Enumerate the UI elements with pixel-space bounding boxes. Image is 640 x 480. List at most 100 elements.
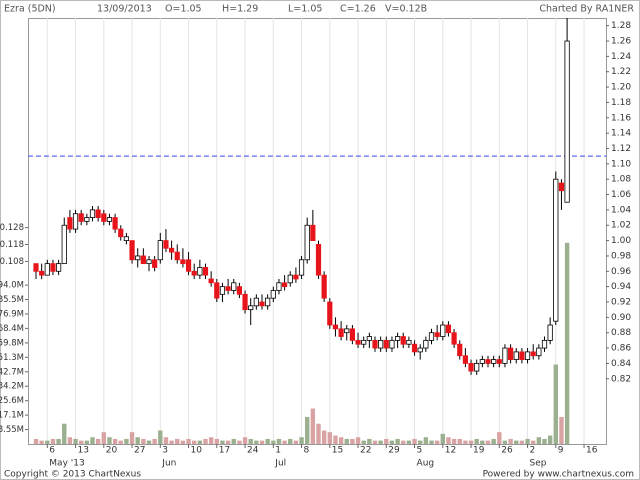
volume-bar: [384, 438, 389, 444]
volume-bar: [434, 440, 440, 444]
candle-body: [298, 259, 305, 276]
volume-bar: [536, 437, 542, 444]
candle-body: [89, 209, 96, 218]
candle-body: [219, 286, 226, 295]
candle-body: [185, 259, 192, 272]
month-label: Aug: [417, 459, 435, 469]
x-tick-label: 17: [219, 446, 230, 456]
x-tick-label: 13: [78, 446, 89, 456]
y-tick-label: 1.14: [611, 129, 631, 139]
x-tick-label: 8: [304, 446, 310, 456]
volume-bar: [214, 438, 219, 444]
volume-bar: [491, 438, 496, 444]
candle-body: [361, 339, 367, 345]
candle-body: [39, 270, 45, 276]
volume-bar: [271, 440, 276, 444]
volume-bar: [276, 438, 282, 444]
candle-body: [259, 301, 265, 307]
candle-body: [118, 228, 124, 238]
volume-bar: [141, 438, 146, 444]
y2-tick-label: 76.9M: [0, 310, 24, 320]
volume-bar: [327, 432, 332, 444]
candle-body: [547, 324, 553, 341]
volume-bar: [152, 438, 157, 444]
volume-bar: [186, 438, 191, 444]
x-tick-label: 6: [49, 446, 55, 456]
volume-bar: [542, 438, 547, 444]
copyright: Copyright © 2013 ChartNexus: [4, 470, 141, 480]
candle-body: [389, 339, 395, 349]
candle-body: [140, 255, 146, 265]
plot-area: [28, 18, 607, 445]
candle-body: [383, 339, 389, 349]
candle-body: [197, 267, 203, 276]
y2-tick-label: 0.118: [0, 240, 24, 250]
month-label: Jun: [161, 459, 176, 469]
x-tick-label: 20: [106, 446, 118, 456]
volume-bar: [547, 435, 553, 444]
volume-bar: [163, 437, 169, 444]
candle-body: [479, 359, 485, 364]
candle-body: [332, 324, 339, 330]
y2-tick-label: 0.128: [0, 223, 24, 233]
candle-body: [174, 251, 180, 261]
candle-body: [502, 347, 508, 364]
volume-bar: [288, 438, 293, 444]
y-tick-label: 0.98: [611, 251, 631, 261]
candle-body: [214, 282, 220, 299]
volume-bar: [231, 438, 236, 444]
volume-bar: [180, 440, 186, 444]
y-tick-label: 0.96: [611, 267, 631, 277]
volume-bar: [463, 440, 468, 444]
candle-body: [253, 297, 259, 307]
volume-bar: [197, 440, 203, 444]
candle-body: [287, 274, 293, 284]
candle-body: [366, 336, 372, 341]
y-tick-label: 1.04: [611, 205, 631, 215]
candle-body: [202, 267, 209, 276]
volume-bar: [350, 438, 355, 444]
volume-bar: [248, 438, 253, 444]
y2-tick-label: 94.0M: [0, 281, 24, 291]
volume-text: V=0.12B: [385, 4, 427, 15]
volume-bar: [90, 437, 95, 444]
volume-bar: [175, 438, 180, 444]
volume-bar: [67, 437, 73, 444]
volume-bar: [338, 437, 344, 444]
candle-body: [440, 324, 446, 337]
volume-bar: [265, 438, 270, 444]
volume-bar: [242, 437, 248, 444]
candle-body: [180, 259, 186, 265]
candle-body: [541, 339, 548, 349]
x-tick-label: 9: [558, 446, 564, 456]
volume-bar: [305, 416, 310, 444]
y2-tick-label: 8.55M: [0, 425, 24, 435]
candle-body: [462, 355, 469, 364]
candle-body: [513, 351, 519, 360]
volume-bar: [62, 423, 67, 444]
x-tick-label: 1: [275, 446, 281, 456]
date: 13/09/2013: [97, 4, 152, 15]
y-tick-label: 1.00: [611, 236, 631, 246]
powered-by: Powered by www.chartnexus.com: [483, 470, 634, 480]
volume-bar: [310, 408, 316, 444]
y-tick-label: 0.84: [611, 359, 631, 369]
candle-body: [231, 282, 237, 291]
volume-bar: [395, 438, 400, 444]
candle-body: [536, 347, 542, 357]
candle-body: [84, 217, 90, 222]
volume-bar: [316, 423, 321, 444]
open-text: O=1.05: [165, 4, 202, 15]
volume-bar: [372, 440, 378, 444]
y-tick-label: 1.28: [611, 21, 631, 31]
candle-body: [152, 259, 158, 268]
volume-bar: [451, 438, 457, 444]
candle-body: [168, 247, 175, 253]
candle-body: [208, 278, 214, 284]
y-tick-label: 1.24: [611, 52, 631, 62]
y2-tick-label: 85.5M: [0, 295, 24, 305]
candle-body: [428, 332, 435, 341]
candle-body: [564, 40, 570, 203]
volume-bar: [559, 416, 564, 444]
